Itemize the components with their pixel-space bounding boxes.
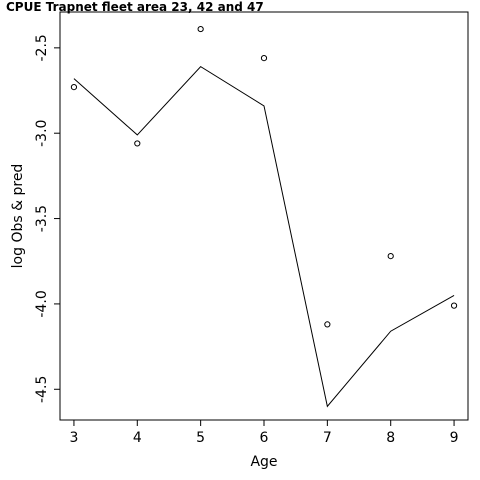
y-tick-label: -3.0 [34, 120, 50, 147]
observed-point [260, 54, 268, 62]
x-tick-label: 3 [69, 430, 78, 446]
x-tick-label: 8 [386, 430, 395, 446]
y-axis-title: log Obs & pred [10, 164, 26, 269]
observed-point [450, 302, 458, 309]
y-tick-label: -4.5 [34, 376, 50, 403]
observed-point [387, 253, 394, 260]
chart-title: CPUE Trapnet fleet area 23, 42 and 47 [6, 0, 264, 14]
x-tick-label: 5 [196, 430, 205, 446]
series-layer [70, 25, 458, 408]
y-tick-label: -4.0 [34, 290, 50, 317]
observed-point [324, 321, 331, 328]
x-tick-label: 7 [323, 430, 332, 446]
observed-point [197, 25, 204, 33]
observed-point [70, 84, 78, 91]
x-axis-title: Age [250, 454, 277, 470]
y-axis: -2.5 -3.0 -3.5 -4.0 -4.5 [34, 34, 61, 403]
y-tick-label: -3.5 [34, 205, 50, 232]
plot-frame [59, 11, 469, 421]
x-axis: 3 4 5 6 7 8 9 [69, 419, 459, 446]
y-tick-label: -2.5 [34, 34, 50, 61]
x-tick-label: 4 [133, 430, 142, 446]
x-tick-label: 9 [450, 430, 459, 446]
observed-point [134, 140, 141, 147]
x-tick-label: 6 [260, 430, 269, 446]
predicted-line [73, 65, 455, 408]
